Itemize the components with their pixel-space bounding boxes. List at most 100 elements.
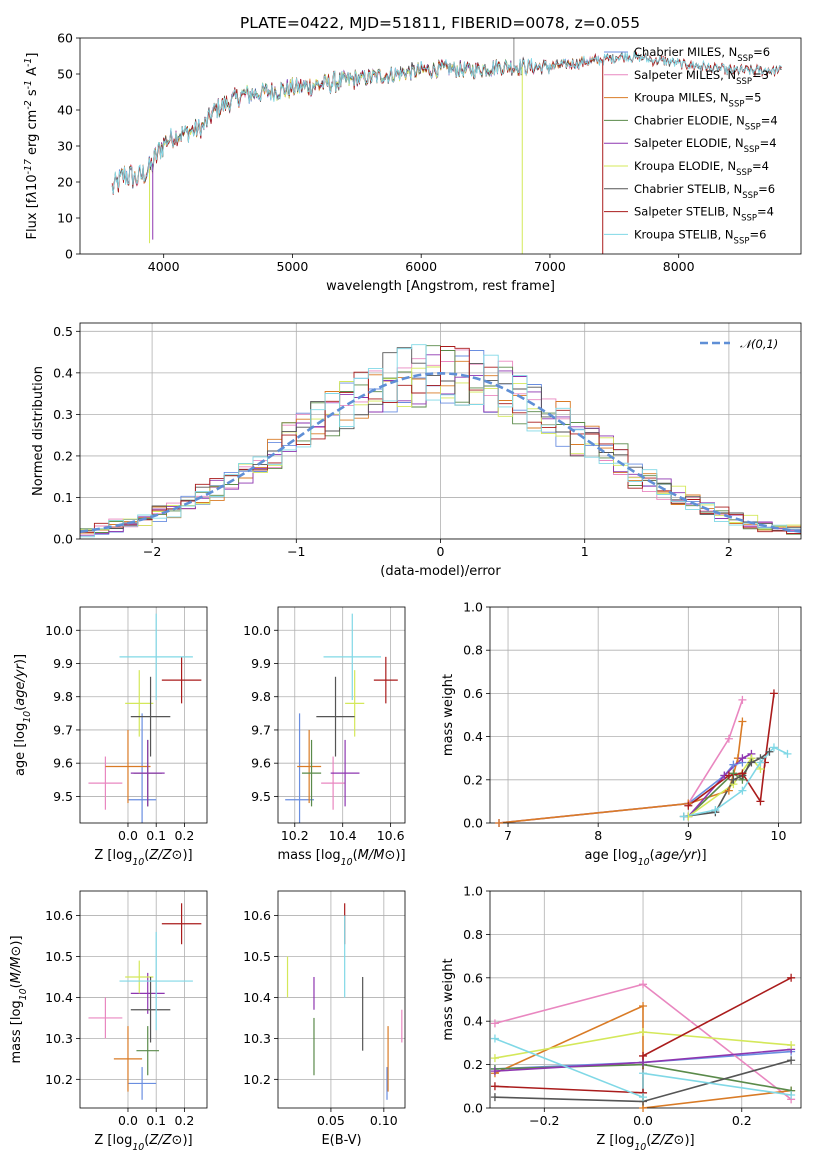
normal-curve — [80, 371, 801, 533]
y-tick-label: 0.0 — [463, 816, 483, 831]
y-tick-label: 9.8 — [53, 689, 73, 704]
legend-label-salpeter-miles: Salpeter MILES, NSSP=3 — [634, 68, 769, 87]
series-line-kroupa-stelib — [683, 746, 788, 818]
y-tick-label: 10.5 — [243, 949, 271, 964]
marker-kroupa-stelib — [738, 786, 747, 795]
y-axis-label: Normed distribution — [31, 366, 46, 496]
y-tick-label: 0.4 — [463, 729, 483, 744]
axes-frame — [277, 890, 406, 1109]
y-tick-label: 1.0 — [463, 600, 483, 615]
marker-kroupa-stelib — [756, 758, 765, 767]
marker-chabrier-stelib — [729, 775, 738, 784]
figure-title: PLATE=0422, MJD=51811, FIBERID=0078, z=0… — [240, 14, 640, 32]
marker-kroupa-stelib — [490, 1034, 499, 1043]
marker-salpeter-elodie — [490, 1067, 499, 1076]
marker-salpeter-stelib — [756, 797, 765, 806]
y-tick-label: 10.0 — [243, 623, 271, 638]
y-tick-label: 9.9 — [53, 656, 73, 671]
y-tick-label: 0.6 — [463, 686, 483, 701]
y-tick-label: 9.9 — [251, 656, 271, 671]
x-axis-label: age [log10(age/yr)] — [584, 848, 706, 868]
marker-salpeter-miles — [490, 1019, 499, 1028]
x-tick-label: 7 — [504, 828, 512, 843]
plot-area — [490, 891, 801, 1108]
x-tick-label: 9 — [684, 828, 692, 843]
legend-label-salpeter-stelib: Salpeter STELIB, NSSP=4 — [634, 205, 774, 224]
marker-salpeter-stelib — [684, 801, 693, 810]
y-tick-label: 0.2 — [53, 448, 73, 463]
x-axis-label: Z [log10(Z/Z⊙)] — [94, 848, 192, 868]
x-axis-label: Z [log10(Z/Z⊙)] — [94, 1133, 192, 1153]
marker-salpeter-stelib — [738, 769, 747, 778]
legend-label-normal: 𝒩(0,1) — [740, 337, 778, 351]
x-tick-label: 0.0 — [633, 1113, 653, 1128]
x-axis-label: wavelength [Angstrom, rest frame] — [326, 279, 555, 294]
y-tick-label: 0.0 — [463, 1101, 483, 1116]
x-tick-label: 7000 — [534, 259, 566, 274]
x-axis-label: mass [log10(M/M⊙)] — [277, 848, 405, 868]
marker-kroupa-stelib — [787, 1090, 796, 1099]
y-tick-label: 0.4 — [53, 365, 73, 380]
y-tick-label: 0.6 — [463, 970, 483, 985]
x-tick-label: −1 — [287, 544, 305, 559]
marker-salpeter-stelib — [787, 973, 796, 982]
y-tick-label: 9.6 — [53, 756, 73, 771]
x-axis-label: E(B-V) — [321, 1133, 361, 1148]
legend-label-kroupa-elodie: Kroupa ELODIE, NSSP=4 — [634, 159, 769, 178]
legend-label-chabrier-stelib: Chabrier STELIB, NSSP=6 — [634, 182, 775, 201]
plot-area — [490, 607, 801, 823]
y-tick-label: 10.4 — [243, 990, 271, 1005]
x-tick-label: 0 — [437, 544, 445, 559]
panel-age-mass: 10.2 10.4 10.6 9.5 9.6 9.7 9.8 9.9 10.0 mass [log… — [243, 606, 406, 868]
y-tick-label: 10.4 — [45, 990, 73, 1005]
x-tick-label: 8 — [594, 828, 602, 843]
x-tick-label: 10.2 — [281, 828, 309, 843]
y-tick-label: 9.5 — [251, 789, 271, 804]
x-tick-label: 4000 — [148, 259, 180, 274]
x-tick-label: 0.10 — [370, 1113, 398, 1128]
legend: Chabrier MILES, NSSP=6 Salpeter MILES, NS… — [604, 45, 778, 246]
x-tick-label: 10.4 — [329, 828, 357, 843]
marker-chabrier-stelib — [747, 758, 756, 767]
panel-weight-Z: −0.2 0.0 0.2 0.0 0.2 0.4 0.6 0.8 1.0 Z [log10(Z/Z… — [441, 884, 802, 1153]
x-tick-label: 0.2 — [174, 828, 194, 843]
axes-frame — [79, 890, 208, 1109]
panel-spectrum: 4000 5000 6000 7000 8000 0 10 20 30 40 50 60 wavelen… — [23, 31, 802, 294]
legend-label-salpeter-elodie: Salpeter ELODIE, NSSP=4 — [634, 136, 777, 155]
y-axis-label: mass weight — [441, 674, 456, 756]
x-tick-label: 6000 — [405, 259, 437, 274]
x-axis-label: (data-model)/error — [380, 564, 501, 579]
y-tick-label: 10.0 — [45, 623, 73, 638]
marker-kroupa-elodie — [787, 1041, 796, 1050]
y-tick-label: 60 — [57, 31, 73, 46]
y-tick-label: 10.2 — [243, 1072, 271, 1087]
y-tick-label: 10.6 — [45, 908, 73, 923]
histogram-salpeter-stelib — [80, 346, 801, 534]
marker-salpeter-stelib — [639, 1051, 648, 1060]
y-tick-label: 9.8 — [251, 689, 271, 704]
y-tick-label: 0.1 — [53, 490, 73, 505]
y-axis-label: age [log10(age/yr)] — [13, 654, 33, 776]
marker-salpeter-stelib — [724, 771, 733, 780]
x-tick-label: 0.05 — [317, 1113, 345, 1128]
marker-kroupa-miles — [495, 819, 504, 827]
y-axis-label: mass weight — [441, 958, 456, 1040]
panel-residuals: −2 −1 0 1 2 0.0 0.1 0.2 0.3 0.4 0.5 (data-model)/er… — [31, 322, 802, 579]
axes-frame — [79, 606, 208, 824]
marker-chabrier-miles — [729, 760, 738, 769]
spectrum-line-chabrier-elodie — [150, 57, 525, 172]
y-tick-label: 10.2 — [45, 1072, 73, 1087]
spectrum-line-kroupa-stelib — [111, 51, 782, 195]
y-tick-label: 20 — [57, 175, 73, 190]
y-tick-label: 10.6 — [243, 908, 271, 923]
y-tick-label: 0.8 — [463, 643, 483, 658]
y-tick-label: 1.0 — [463, 884, 483, 899]
panel-age-Z: 0.0 0.1 0.2 9.5 9.6 9.7 9.8 9.9 10.0 Z [log10(Z/Z… — [13, 606, 208, 868]
y-axis-label: Flux [fλ10-17 erg cm-2 s-1 A-1] — [23, 53, 41, 240]
axes-frame — [489, 606, 802, 824]
marker-kroupa-elodie — [490, 1054, 499, 1063]
legend-label-kroupa-stelib: Kroupa STELIB, NSSP=6 — [634, 227, 766, 246]
marker-kroupa-stelib — [639, 1093, 648, 1102]
